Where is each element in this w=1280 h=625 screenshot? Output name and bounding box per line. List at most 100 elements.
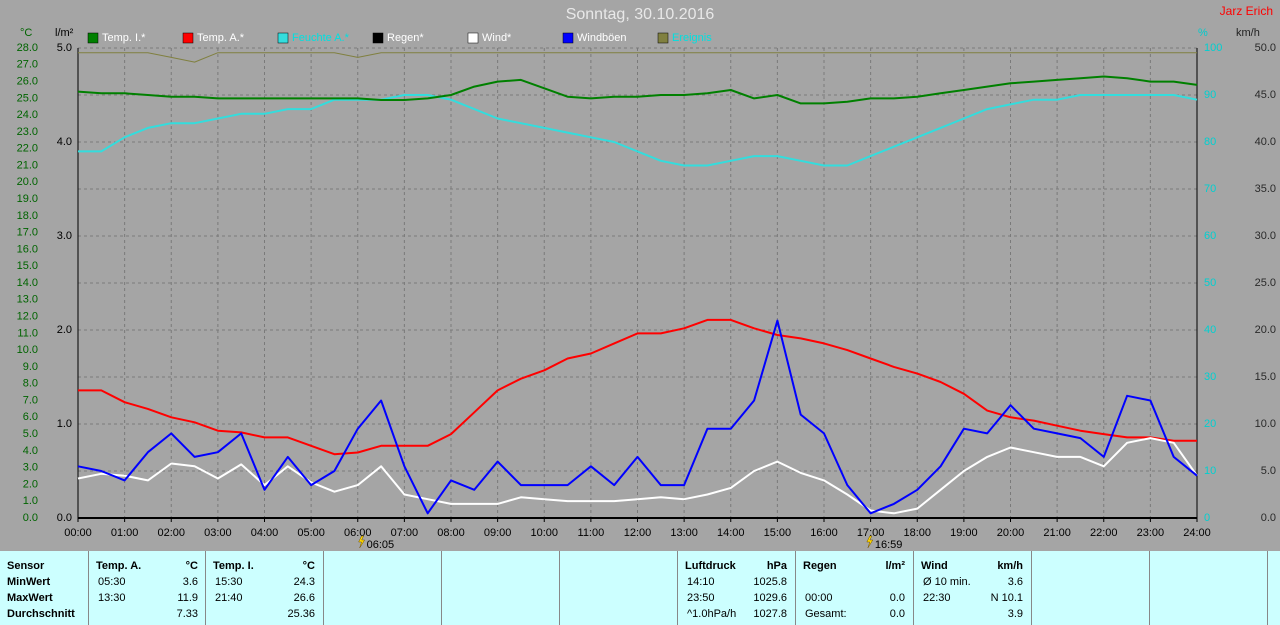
- x-tick-label: 05:00: [297, 527, 325, 539]
- group-unit: km/h: [997, 560, 1023, 572]
- legend-swatch: [562, 32, 574, 44]
- chart: Sonntag, 30.10.2016 Jarz Erich °C l/m² %…: [17, 4, 1276, 551]
- stat-value: 1029.6: [753, 592, 787, 604]
- y-tick-label: 0.0: [23, 512, 38, 524]
- legend-label: Ereignis: [672, 32, 712, 44]
- group-unit: °C: [185, 560, 198, 572]
- stat-value: 3.6: [182, 576, 198, 588]
- y-tick-label: 0.0: [1261, 512, 1276, 524]
- axis-unit: km/h: [1236, 27, 1260, 39]
- y-tick-label: 35.0: [1255, 183, 1276, 195]
- y-tick-label: 15.0: [17, 260, 38, 272]
- stat-time: ^1.0hPa/h: [687, 608, 737, 620]
- legend-swatch: [372, 32, 384, 44]
- legend-label: Windböen: [577, 32, 627, 44]
- group-title: Temp. A.: [96, 560, 142, 572]
- stat-time: 22:30: [923, 592, 951, 604]
- y-tick-label: 20.0: [1255, 324, 1276, 336]
- y-tick-label: 10: [1204, 465, 1216, 477]
- y-tick-label: 8.0: [23, 378, 38, 390]
- x-tick-label: 02:00: [157, 527, 185, 539]
- y-tick-label: 7.0: [23, 394, 38, 406]
- x-tick-label: 12:00: [624, 527, 652, 539]
- stat-value: 24.3: [293, 576, 315, 588]
- y-tick-label: 20: [1204, 418, 1216, 430]
- y-tick-label: 30.0: [1255, 230, 1276, 242]
- y-tick-label: 4.0: [23, 445, 38, 457]
- y-tick-label: 50: [1204, 277, 1216, 289]
- group-title: Luftdruck: [685, 560, 736, 572]
- legend-label: Temp. A.*: [197, 32, 245, 44]
- y-tick-label: 13.0: [17, 294, 38, 306]
- group-unit: l/m²: [885, 560, 905, 572]
- group-title: Regen: [803, 560, 837, 572]
- y-tick-label: 17.0: [17, 227, 38, 239]
- event-label: 16:59: [875, 539, 903, 551]
- author: Jarz Erich: [1220, 4, 1273, 18]
- legend-swatch: [182, 32, 194, 44]
- stat-value: 0.0: [889, 608, 905, 620]
- group-unit: hPa: [766, 560, 787, 572]
- axis-unit: °C: [20, 27, 32, 39]
- y-tick-label: 12.0: [17, 310, 38, 322]
- y-tick-label: 45.0: [1255, 89, 1276, 101]
- x-tick-label: 22:00: [1090, 527, 1118, 539]
- chart-title: Sonntag, 30.10.2016: [566, 6, 715, 23]
- column-separator: [441, 551, 442, 625]
- x-tick-label: 23:00: [1137, 527, 1165, 539]
- legend-label: Temp. I.*: [102, 32, 146, 44]
- y-tick-label: 40.0: [1255, 136, 1276, 148]
- y-tick-label: 1.0: [57, 418, 72, 430]
- y-tick-label: 0.0: [57, 512, 72, 524]
- series-line: [78, 94, 1198, 167]
- y-tick-label: 2.0: [57, 324, 72, 336]
- x-tick-label: 13:00: [670, 527, 698, 539]
- stats-panel: Sensor MinWert MaxWert Durchschnitt Temp. A.…: [0, 551, 1280, 625]
- column-separator: [795, 551, 796, 625]
- stat-value: 3.9: [1007, 608, 1023, 620]
- y-tick-label: 40: [1204, 324, 1216, 336]
- y-tick-label: 80: [1204, 136, 1216, 148]
- y-tick-label: 3.0: [57, 230, 72, 242]
- x-tick-label: 24:00: [1183, 527, 1211, 539]
- series-line: [78, 318, 1197, 456]
- x-tick-label: 06:00: [344, 527, 372, 539]
- x-tick-label: 17:00: [857, 527, 885, 539]
- y-tick-label: 20.0: [17, 176, 38, 188]
- event-icon: [358, 535, 366, 549]
- event-icon: [866, 535, 874, 549]
- stat-value: 3.6: [1007, 576, 1023, 588]
- y-tick-label: 5.0: [57, 42, 72, 54]
- stat-time: Ø 10 min.: [923, 576, 971, 588]
- y-tick-label: 21.0: [17, 159, 38, 171]
- axis-unit: %: [1198, 27, 1208, 39]
- x-tick-label: 07:00: [391, 527, 419, 539]
- stat-value: N 10.1: [990, 592, 1023, 604]
- stat-time: 00:00: [805, 592, 833, 604]
- column-separator: [1267, 551, 1268, 625]
- group-title: Temp. I.: [213, 560, 254, 572]
- axis-unit: l/m²: [55, 27, 74, 39]
- series-line: [77, 319, 1198, 515]
- legend-label: Regen*: [387, 32, 424, 44]
- y-tick-label: 10.0: [17, 344, 38, 356]
- y-tick-label: 60: [1204, 230, 1216, 242]
- stat-value: 25.36: [287, 608, 315, 620]
- column-separator: [559, 551, 560, 625]
- x-tick-label: 20:00: [997, 527, 1025, 539]
- row-label: Sensor: [7, 560, 45, 572]
- stat-time: 21:40: [215, 592, 243, 604]
- column-separator: [677, 551, 678, 625]
- x-tick-label: 19:00: [950, 527, 978, 539]
- stat-value: 11.9: [177, 592, 198, 604]
- y-tick-label: 27.0: [17, 59, 38, 71]
- column-separator: [1031, 551, 1032, 625]
- x-tick-label: 09:00: [484, 527, 512, 539]
- y-tick-label: 24.0: [17, 109, 38, 121]
- row-label: MaxWert: [7, 592, 53, 604]
- y-tick-label: 18.0: [17, 210, 38, 222]
- event-label: 06:05: [367, 539, 395, 551]
- stat-time: Gesamt:: [805, 608, 847, 620]
- legend-swatch: [277, 32, 289, 44]
